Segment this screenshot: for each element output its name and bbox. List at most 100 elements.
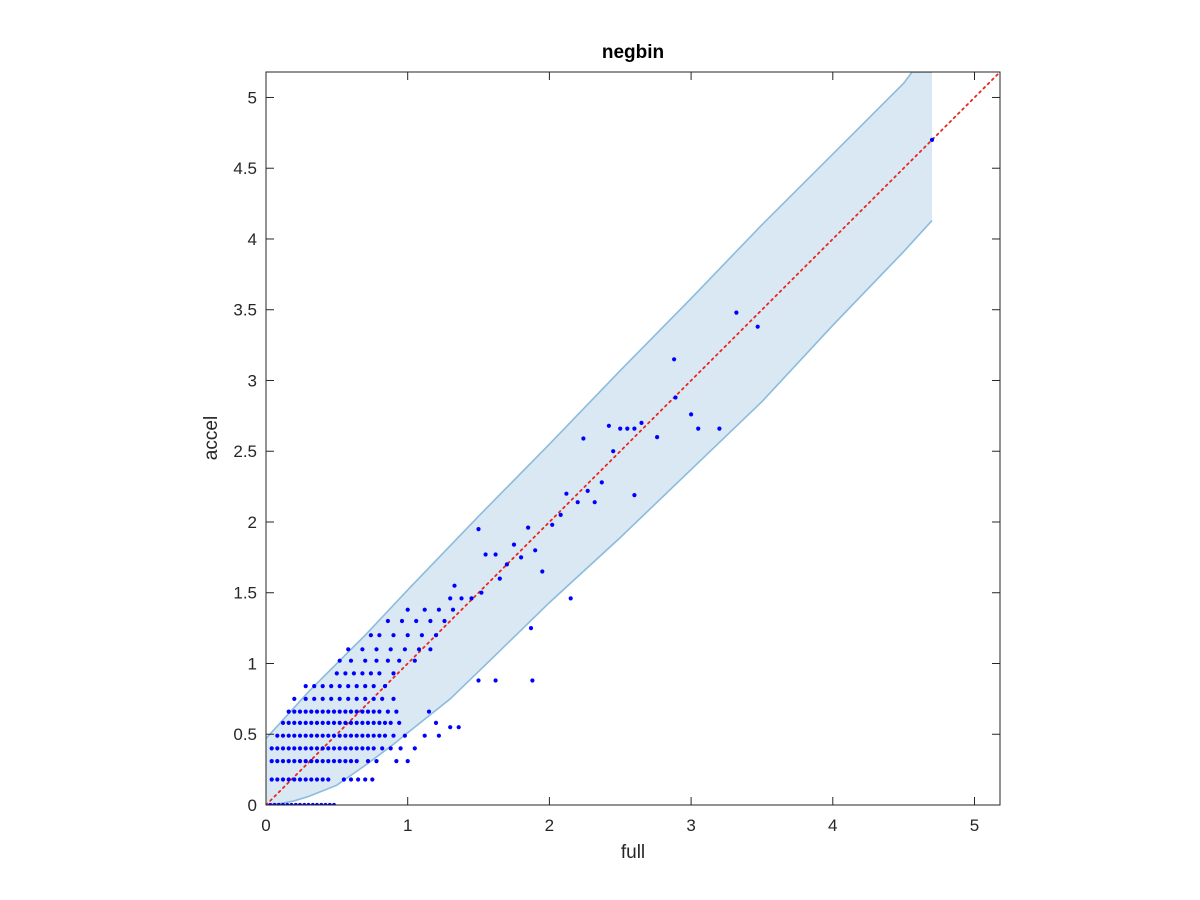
data-point: [326, 777, 331, 782]
data-point: [459, 596, 464, 601]
data-point: [286, 733, 291, 738]
data-point: [360, 720, 365, 726]
data-point: [385, 618, 390, 624]
data-point: [585, 488, 590, 493]
x-tick-label: 3: [686, 816, 695, 835]
data-point: [391, 671, 396, 676]
data-point: [493, 552, 498, 557]
data-point: [348, 709, 354, 714]
data-point: [528, 626, 534, 631]
data-point: [371, 684, 376, 689]
data-point: [672, 357, 677, 362]
data-point: [497, 576, 502, 581]
data-point: [568, 596, 573, 601]
data-point: [320, 759, 325, 764]
data-point: [632, 426, 637, 431]
data-point: [371, 733, 376, 738]
data-point: [303, 684, 308, 689]
data-point: [365, 720, 371, 726]
data-point: [275, 733, 280, 738]
data-point: [428, 618, 433, 624]
data-point: [412, 658, 417, 663]
data-point: [343, 746, 348, 751]
data-point: [348, 746, 354, 751]
data-point: [371, 746, 376, 751]
data-point: [380, 746, 385, 751]
data-point: [371, 709, 376, 714]
identity-reference-line: [266, 72, 1000, 805]
data-point: [314, 746, 320, 751]
data-point: [581, 436, 586, 441]
data-point: [337, 709, 342, 714]
data-point: [558, 512, 563, 518]
data-point: [360, 746, 365, 751]
data-point: [363, 696, 368, 702]
data-point: [297, 759, 303, 764]
data-point: [448, 725, 453, 730]
data-point: [314, 733, 320, 738]
x-tick-label: 4: [828, 816, 837, 835]
data-point: [365, 759, 371, 764]
data-point: [397, 720, 402, 726]
x-tick-label: 5: [970, 816, 979, 835]
data-point: [348, 777, 354, 782]
data-point: [504, 562, 509, 567]
data-point: [734, 310, 739, 315]
data-point: [382, 684, 388, 689]
data-point: [476, 678, 481, 683]
data-point: [331, 709, 337, 714]
data-point: [320, 684, 325, 689]
data-point: [280, 759, 286, 764]
data-point: [530, 678, 535, 683]
data-point: [286, 759, 291, 764]
data-point: [611, 449, 616, 454]
data-point: [394, 759, 399, 764]
data-point: [275, 777, 280, 782]
data-point: [337, 746, 342, 751]
y-tick-label: 0.5: [233, 725, 257, 744]
data-point: [526, 525, 531, 530]
data-point: [292, 720, 297, 726]
data-point: [337, 759, 342, 764]
data-point: [310, 802, 315, 805]
data-point: [374, 759, 379, 764]
data-point: [354, 759, 359, 764]
data-point: [320, 696, 325, 702]
data-point: [354, 720, 359, 726]
y-axis-ticks: 0 0.5 1 1.5 2 2.5 3 3.5 4 4.5 5: [233, 88, 1000, 815]
y-tick-label: 1.5: [233, 584, 257, 603]
data-point: [320, 746, 325, 751]
chart-title: negbin: [602, 42, 664, 63]
data-point: [493, 678, 498, 683]
data-point: [293, 802, 298, 805]
data-point: [354, 696, 359, 702]
data-point: [599, 480, 604, 485]
data-point: [326, 759, 331, 764]
data-point: [292, 746, 297, 751]
data-point: [343, 759, 348, 764]
data-point: [436, 733, 441, 738]
data-point: [292, 709, 297, 714]
data-point: [275, 759, 280, 764]
data-point: [382, 720, 388, 726]
data-point: [337, 684, 342, 689]
data-point: [326, 733, 331, 738]
data-point: [331, 746, 337, 751]
data-point: [592, 500, 597, 505]
data-point: [696, 426, 701, 431]
y-tick-label: 0: [248, 796, 257, 815]
data-point: [428, 647, 433, 652]
data-point: [314, 759, 320, 764]
data-point: [280, 720, 286, 726]
data-point: [360, 671, 365, 676]
data-point: [292, 777, 297, 782]
data-point: [360, 647, 365, 652]
data-point: [297, 802, 303, 805]
data-point: [365, 709, 371, 714]
data-point: [297, 720, 303, 726]
data-point: [452, 583, 457, 588]
data-point: [314, 720, 320, 726]
data-point: [323, 802, 328, 805]
data-point: [456, 725, 461, 730]
